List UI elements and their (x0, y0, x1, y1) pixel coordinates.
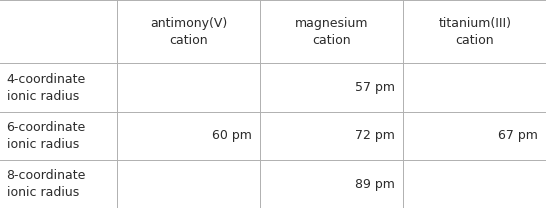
Text: 60 pm: 60 pm (212, 129, 252, 142)
Text: magnesium
cation: magnesium cation (295, 17, 369, 47)
Text: 6-coordinate
ionic radius: 6-coordinate ionic radius (7, 121, 86, 151)
Text: 67 pm: 67 pm (498, 129, 538, 142)
Text: 4-coordinate
ionic radius: 4-coordinate ionic radius (7, 73, 86, 103)
Text: 57 pm: 57 pm (355, 81, 395, 94)
Text: antimony(V)
cation: antimony(V) cation (150, 17, 228, 47)
Text: 8-coordinate
ionic radius: 8-coordinate ionic radius (7, 169, 86, 199)
Text: 72 pm: 72 pm (355, 129, 395, 142)
Text: 89 pm: 89 pm (355, 178, 395, 191)
Text: titanium(III)
cation: titanium(III) cation (438, 17, 512, 47)
